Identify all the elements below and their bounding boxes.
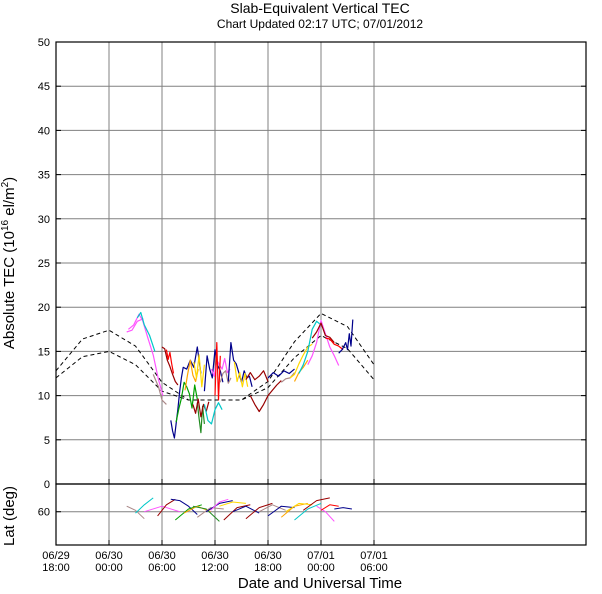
x-tick-time-label: 06:00 bbox=[360, 562, 388, 574]
tec-series-line bbox=[161, 346, 179, 386]
lat-series-line bbox=[285, 502, 313, 513]
y-tick-label: 0 bbox=[44, 479, 50, 491]
lat-axis-ticks: 60 bbox=[38, 507, 586, 519]
x-tick-time-label: 12:00 bbox=[201, 562, 229, 574]
lat-series-line bbox=[197, 507, 224, 518]
lat-series-line bbox=[303, 497, 330, 511]
tec-series-line bbox=[307, 319, 340, 366]
lat-series-line bbox=[170, 498, 198, 515]
reference-curve bbox=[55, 334, 375, 401]
main-plot-grid bbox=[56, 42, 586, 484]
lat-series-line bbox=[192, 505, 220, 522]
lat-series-line bbox=[210, 498, 229, 511]
y-tick-label: 10 bbox=[38, 391, 50, 403]
lat-plot-series bbox=[126, 497, 352, 522]
lat-series-line bbox=[267, 505, 295, 517]
tec-series-line bbox=[219, 370, 232, 384]
y-axis-label: Absolute TEC (1016 el/m2) bbox=[0, 177, 18, 349]
x-tick-time-label: 06:00 bbox=[148, 562, 176, 574]
x-tick-time-label: 00:00 bbox=[307, 562, 335, 574]
y-axis-label-main: Absolute TEC (10 bbox=[1, 231, 18, 349]
lat-series-line bbox=[126, 505, 145, 520]
y-axis-ticks: 0 5 10 15 20 25 30 35 40 45 50 bbox=[38, 37, 586, 491]
x-tick-date-label: 06/30 bbox=[254, 550, 282, 562]
lat-series-line bbox=[294, 502, 322, 521]
lat-tick-label: 60 bbox=[38, 507, 50, 519]
tec-series-line bbox=[338, 319, 354, 354]
x-tick-date-label: 07/01 bbox=[360, 550, 388, 562]
tec-series-line bbox=[152, 374, 167, 405]
lat-series-line bbox=[183, 505, 211, 514]
x-tick-date-label: 06/30 bbox=[95, 550, 123, 562]
tec-series-line bbox=[245, 370, 269, 382]
y-tick-label: 5 bbox=[44, 435, 50, 447]
x-tick-time-label: 18:00 bbox=[254, 562, 282, 574]
x-tick-time-label: 18:00 bbox=[42, 562, 70, 574]
lat-series-line bbox=[316, 505, 335, 522]
x-tick-date-label: 06/29 bbox=[42, 550, 70, 562]
tec-series-line bbox=[203, 402, 223, 425]
main-plot-series bbox=[55, 311, 375, 439]
y-tick-label: 50 bbox=[38, 37, 50, 49]
x-axis-ticks: 06/2918:0006/3000:0006/3006:0006/3012:00… bbox=[42, 479, 388, 574]
y-tick-label: 15 bbox=[38, 346, 50, 358]
y-tick-label: 30 bbox=[38, 214, 50, 226]
y-tick-label: 45 bbox=[38, 81, 50, 93]
chart-subtitle: Chart Updated 02:17 UTC; 07/01/2012 bbox=[217, 17, 423, 31]
lat-series-line bbox=[157, 498, 176, 517]
tec-series-line bbox=[165, 349, 175, 374]
y-tick-label: 35 bbox=[38, 170, 50, 182]
tec-series-line bbox=[126, 318, 144, 333]
x-axis-label: Date and Universal Time bbox=[238, 575, 402, 592]
lat-series-line bbox=[135, 497, 154, 514]
y-axis-label-unit: el/m bbox=[1, 187, 18, 220]
lat-series-line bbox=[245, 502, 273, 520]
chart-title: Slab-Equivalent Vertical TEC bbox=[230, 0, 410, 16]
tec-series-line bbox=[210, 357, 231, 377]
tec-series-line bbox=[196, 402, 205, 434]
x-tick-date-label: 06/30 bbox=[148, 550, 176, 562]
lat-series-line bbox=[258, 504, 286, 513]
tec-series-line bbox=[325, 337, 344, 351]
tec-series-line bbox=[193, 354, 205, 388]
y-axis-label-close: ) bbox=[1, 177, 18, 182]
lat-series-line bbox=[320, 504, 339, 511]
tec-series-line bbox=[214, 342, 221, 401]
tec-series-line bbox=[249, 380, 282, 413]
tec-series-line bbox=[170, 346, 202, 439]
tec-series-line bbox=[298, 320, 322, 374]
tec-series-line bbox=[267, 368, 295, 379]
lat-series-line bbox=[144, 505, 180, 513]
lat-axis-label: Lat (deg) bbox=[1, 486, 18, 546]
tec-series-line bbox=[311, 322, 335, 343]
tec-series-line bbox=[184, 359, 199, 391]
tec-series-line bbox=[128, 313, 164, 396]
y-tick-label: 20 bbox=[38, 302, 50, 314]
lat-series-line bbox=[205, 500, 233, 513]
y-axis-label-unit-exponent: 2 bbox=[0, 181, 11, 187]
tec-series-line bbox=[175, 381, 198, 423]
tec-series-line bbox=[136, 311, 156, 352]
x-tick-date-label: 07/01 bbox=[307, 550, 335, 562]
y-tick-label: 25 bbox=[38, 258, 50, 270]
tec-series-line bbox=[280, 372, 295, 383]
y-tick-label: 40 bbox=[38, 125, 50, 137]
x-tick-time-label: 00:00 bbox=[95, 562, 123, 574]
y-axis-label-exponent: 16 bbox=[0, 219, 11, 231]
tec-series-line bbox=[233, 361, 249, 388]
lat-series-line bbox=[334, 507, 352, 510]
x-tick-date-label: 06/30 bbox=[201, 550, 229, 562]
lat-series-line bbox=[219, 501, 246, 507]
